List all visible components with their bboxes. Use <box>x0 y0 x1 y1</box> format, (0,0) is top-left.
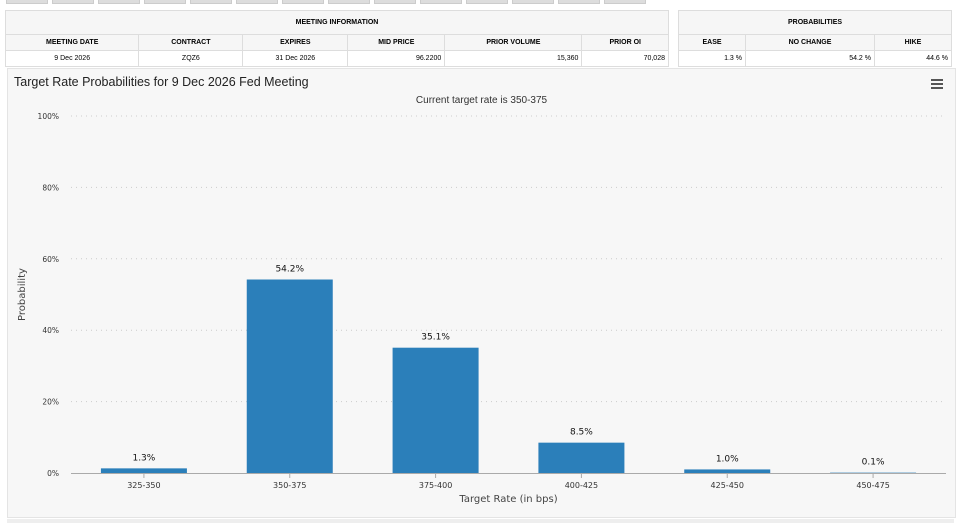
col-header: CONTRACT <box>138 34 244 51</box>
col-header: NO CHANGE <box>745 34 875 51</box>
y-tick-label: 20% <box>42 398 59 407</box>
tab[interactable] <box>236 0 278 4</box>
tab[interactable] <box>558 0 600 4</box>
hamburger-menu-icon[interactable] <box>931 79 943 91</box>
bar-chart: 0% 20% 40% 60% 80% 100% 1.3% 325-350 54.2% 350-37… <box>17 112 946 505</box>
y-tick-label: 80% <box>42 183 59 192</box>
col-header: MEETING DATE <box>4 34 140 51</box>
meeting-information-table: MEETING INFORMATION MEETING DATE CONTRAC… <box>4 10 669 67</box>
cell: 44.6 % <box>874 50 952 67</box>
tab[interactable] <box>98 0 140 4</box>
tab[interactable] <box>466 0 508 4</box>
col-header: EXPIRES <box>242 34 349 51</box>
chart-container: 0% 20% 40% 60% 80% 100% 1.3% 325-350 54.2% 350-37… <box>7 68 956 518</box>
chart-title: Target Rate Probabilities for 9 Dec 2026… <box>14 75 309 89</box>
tab[interactable] <box>604 0 646 4</box>
data-label: 1.0% <box>716 454 739 464</box>
tab[interactable] <box>420 0 462 4</box>
chart-subtitle: Current target rate is 350-375 <box>415 95 548 106</box>
table-row: 1.3 % 54.2 % 44.6 % <box>678 50 952 67</box>
x-tick-label: 400-425 <box>565 481 598 490</box>
cell: 31 Dec 2026 <box>242 50 349 67</box>
tab[interactable] <box>328 0 370 4</box>
table-row: 9 Dec 2026 ZQZ6 31 Dec 2026 96.2200 15,3… <box>4 50 669 67</box>
col-header: PRIOR OI <box>581 34 669 51</box>
y-tick-label: 100% <box>38 112 59 121</box>
bar-350-375 <box>246 279 333 473</box>
y-tick-label: 60% <box>42 255 59 264</box>
x-tick-label: 375-400 <box>419 481 452 490</box>
x-tick-label: 350-375 <box>273 481 306 490</box>
tab[interactable] <box>512 0 554 4</box>
tab[interactable] <box>144 0 186 4</box>
x-tick-label: 425-450 <box>711 481 744 490</box>
cell: 9 Dec 2026 <box>4 50 140 67</box>
x-axis-title: Target Rate (in bps) <box>458 494 557 505</box>
bar-400-425 <box>538 442 625 473</box>
y-tick-label: 0% <box>47 469 59 478</box>
cell: 15,360 <box>444 50 583 67</box>
y-tick-label: 40% <box>42 326 59 335</box>
probabilities-table: PROBABILITIES EASE NO CHANGE HIKE 1.3 % … <box>678 10 952 67</box>
table-title: PROBABILITIES <box>678 10 952 35</box>
bar-325-350 <box>100 468 187 473</box>
data-label: 35.1% <box>421 333 450 343</box>
data-label: 1.3% <box>132 453 155 463</box>
table-title: MEETING INFORMATION <box>5 10 669 35</box>
cell: ZQZ6 <box>138 50 244 67</box>
cell: 96.2200 <box>347 50 446 67</box>
tab[interactable] <box>282 0 324 4</box>
cell: 1.3 % <box>678 50 746 67</box>
col-header: PRIOR VOLUME <box>444 34 583 51</box>
data-label: 8.5% <box>570 428 593 438</box>
x-tick-label: 325-350 <box>127 481 160 490</box>
bar-425-450 <box>684 469 771 473</box>
col-header: HIKE <box>874 34 952 51</box>
data-label: 54.2% <box>275 265 304 275</box>
col-header: EASE <box>678 34 746 51</box>
tab[interactable] <box>52 0 94 4</box>
cell: 54.2 % <box>745 50 875 67</box>
y-axis-title: Probability <box>17 268 28 321</box>
cell: 70,028 <box>581 50 669 67</box>
data-label: 0.1% <box>862 458 885 468</box>
bottom-bar <box>7 519 954 523</box>
tab[interactable] <box>6 0 48 4</box>
tab[interactable] <box>374 0 416 4</box>
bar-375-400 <box>392 347 479 473</box>
col-header: MID PRICE <box>347 34 446 51</box>
tab-strip <box>6 0 646 4</box>
tab[interactable] <box>190 0 232 4</box>
x-tick-label: 450-475 <box>856 481 889 490</box>
